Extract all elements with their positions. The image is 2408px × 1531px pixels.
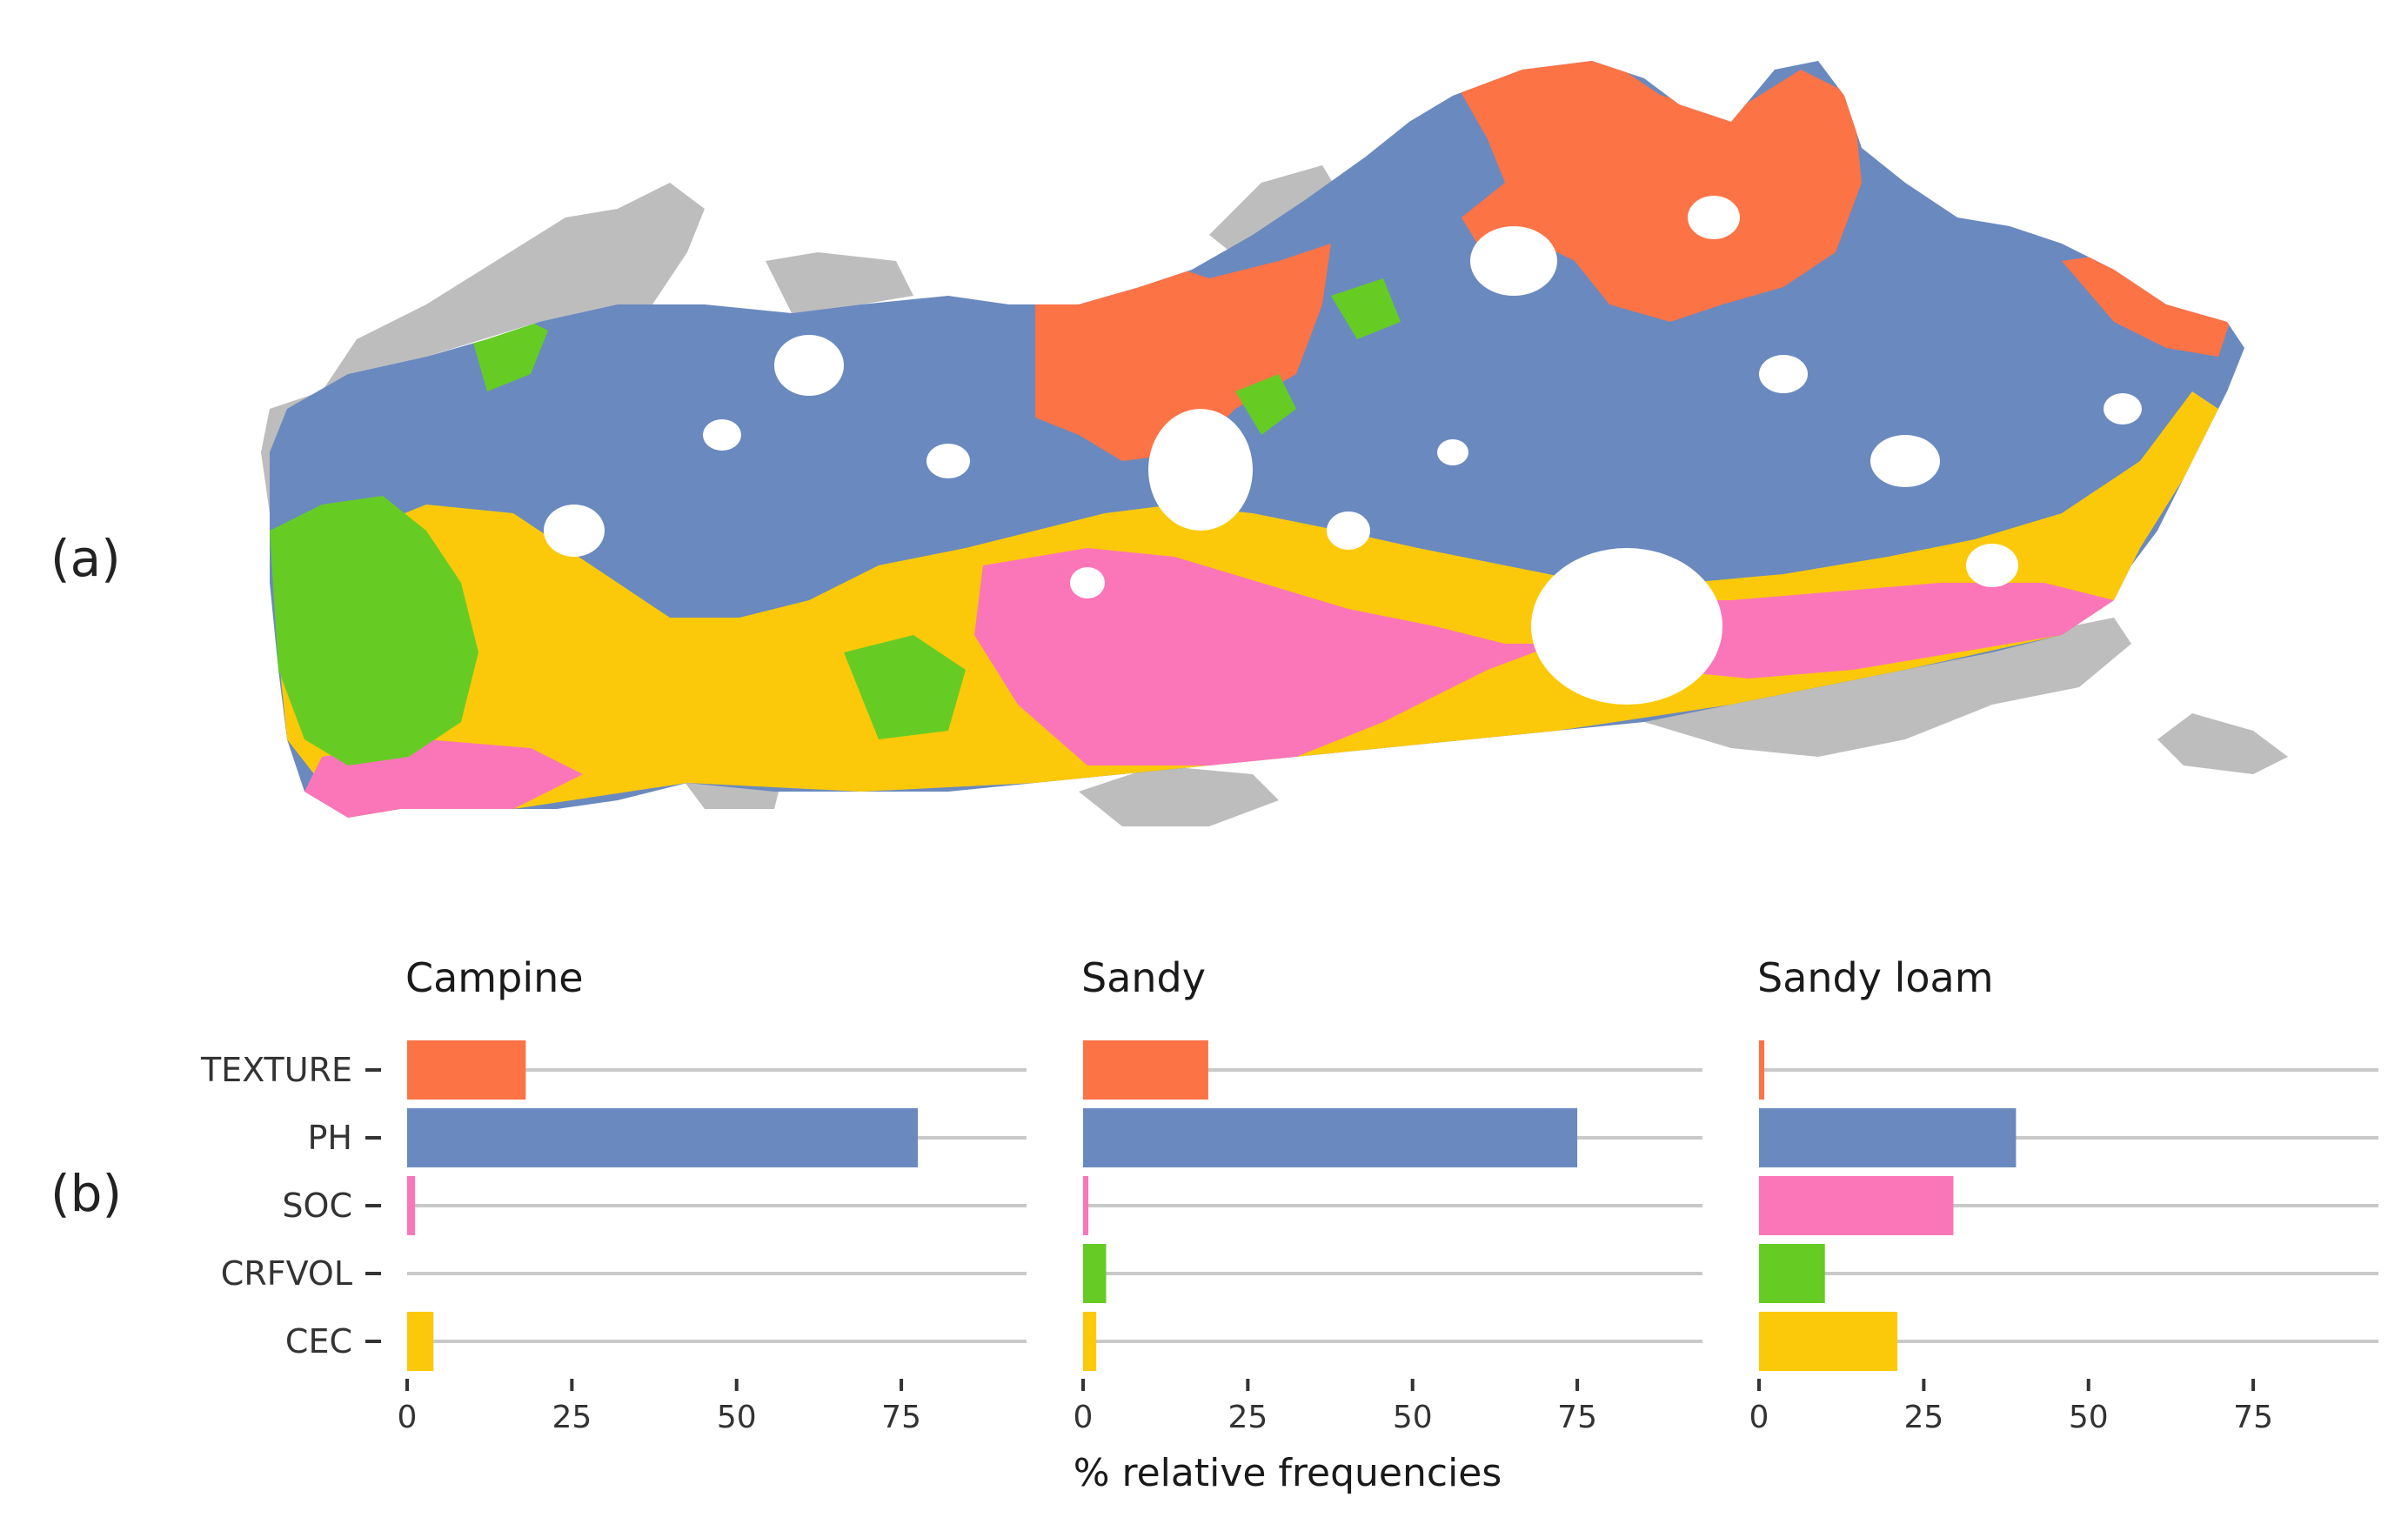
bar-soc — [407, 1176, 416, 1235]
bar-ph — [1083, 1108, 1578, 1167]
bar-ph — [1759, 1108, 2017, 1167]
bar-soc — [1083, 1176, 1089, 1235]
x-tick-label: 75 — [2233, 1400, 2273, 1435]
facet-title: Sandy — [1081, 954, 1206, 1001]
map-interior — [270, 61, 2244, 818]
map-canvas — [261, 61, 2288, 826]
bar-crfvol — [1083, 1244, 1107, 1303]
x-tick-label: 25 — [1903, 1400, 1943, 1435]
panel-label-b: (b) — [50, 1164, 123, 1223]
category-label-soc: SOC — [282, 1187, 352, 1225]
x-tick-label: 50 — [2069, 1400, 2109, 1435]
bar-texture — [1083, 1040, 1208, 1100]
facet-campine: Campine 0 25 50 75 — [398, 954, 1027, 1435]
bar-ph — [407, 1108, 919, 1167]
x-axis-title: % relative frequencies — [1074, 1451, 1502, 1495]
facet-sandy-loam: Sandy loam 0 25 50 75 — [1749, 954, 2378, 1435]
x-tick-label: 75 — [1557, 1400, 1597, 1435]
urban-gaps — [544, 196, 2142, 705]
bar-texture — [407, 1040, 526, 1100]
category-label-texture: TEXTURE — [200, 1051, 352, 1089]
category-label-cec: CEC — [285, 1322, 352, 1361]
bar-soc — [1759, 1176, 1954, 1235]
bar-cec — [1759, 1312, 1898, 1371]
bar-texture — [1759, 1040, 1765, 1100]
bar-crfvol — [1759, 1244, 1825, 1303]
facet-title: Sandy loam — [1757, 954, 1994, 1001]
x-tick-label: 0 — [398, 1400, 418, 1435]
facet-title: Campine — [405, 954, 584, 1001]
bar-cec — [1083, 1312, 1097, 1371]
x-tick-label: 25 — [1227, 1400, 1268, 1435]
x-tick-label: 0 — [1074, 1400, 1094, 1435]
panel-label-a: (a) — [50, 529, 121, 588]
x-tick-label: 50 — [717, 1400, 757, 1435]
facet-sandy: Sandy 0 25 50 75 — [1074, 954, 1702, 1435]
category-label-crfvol: CRFVOL — [221, 1254, 352, 1293]
x-tick-label: 50 — [1393, 1400, 1433, 1435]
soil-property-map — [252, 43, 2323, 844]
x-tick-label: 0 — [1749, 1400, 1769, 1435]
x-tick-label: 25 — [552, 1400, 592, 1435]
x-tick-label: 75 — [881, 1400, 921, 1435]
category-label-ph: PH — [308, 1119, 353, 1157]
bar-cec — [407, 1312, 434, 1371]
